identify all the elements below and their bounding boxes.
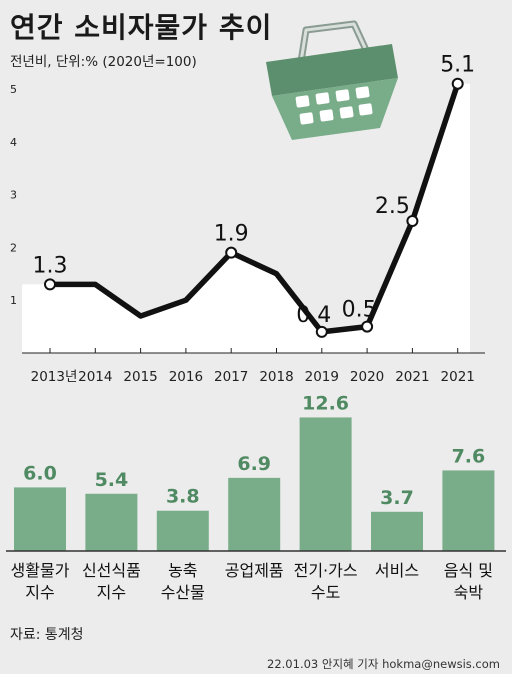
bar-category-label: 지수 <box>25 583 54 602</box>
y-tick-label: 2 <box>10 241 17 254</box>
chart-subtitle: 전년비, 단위:% (2020년=100) <box>10 54 197 70</box>
bar-chart: 6.0 5.4 3.8 6.9 12.6 3.7 7.6 <box>14 392 495 551</box>
bar-category-label: 수도 <box>311 583 340 602</box>
line-point <box>451 77 464 90</box>
credit-line: 22.01.03 안지혜 기자 hokma@newsis.com <box>267 657 500 671</box>
bar-category-label: 공업제품 <box>225 561 284 580</box>
shopping-basket-icon <box>266 20 398 140</box>
x-tick-label: 2020 <box>350 369 384 385</box>
bar-category-label: 숙박 <box>454 583 484 602</box>
x-tick-label: 2018 <box>259 369 293 385</box>
bar-value-label: 12.6 <box>302 392 349 414</box>
line-point <box>315 325 328 338</box>
bar-category-label: 전기·가스 <box>294 561 358 580</box>
bar-value-label: 5.4 <box>95 469 129 491</box>
bar <box>85 493 138 551</box>
line-point <box>225 246 238 259</box>
point-value-label: 5.1 <box>440 53 475 78</box>
cpi-line <box>47 80 461 335</box>
x-tick-label: 2021 <box>441 369 475 385</box>
bar-category-label: 생활물가 <box>11 561 70 580</box>
source-note: 자료: 통계청 <box>10 627 84 643</box>
x-tick-label: 2019 <box>305 369 339 385</box>
bar-category-label: 수산물 <box>161 583 205 602</box>
bar-value-label: 7.6 <box>452 445 486 467</box>
line-points <box>44 77 464 338</box>
bar-value-label: 3.8 <box>166 486 200 508</box>
bar <box>14 487 66 551</box>
bar <box>299 417 352 551</box>
x-axis: 2013년 2014 2015 2016 2017 2018 2019 2020 2021 202… <box>31 348 475 385</box>
bar-category-label: 농축 <box>168 561 197 580</box>
bar-value-label: 6.9 <box>237 453 271 475</box>
bar <box>442 470 495 551</box>
x-tick-label: 2015 <box>123 369 157 385</box>
x-tick-label: 2014 <box>78 369 112 385</box>
bar-value-label: 3.7 <box>380 487 414 509</box>
line-point <box>44 278 56 291</box>
chart-title: 연간 소비자물가 추이 <box>10 11 273 44</box>
x-tick-label: 2016 <box>169 369 203 385</box>
bar <box>371 511 423 551</box>
y-tick-label: 3 <box>10 189 17 202</box>
x-tick-label: 2013년 <box>31 369 78 385</box>
point-value-label: 2.5 <box>375 194 410 219</box>
y-tick-label: 5 <box>10 83 17 96</box>
x-tick-label: 2017 <box>214 369 248 385</box>
bar-value-label: 6.0 <box>23 462 57 484</box>
y-tick-label: 4 <box>10 136 17 149</box>
line-point <box>361 320 374 333</box>
line-chart-panel <box>22 83 470 353</box>
bar-category-label: 지수 <box>97 583 126 602</box>
y-axis: 1 2 3 4 5 <box>10 83 17 307</box>
point-value-label: 0.4 <box>296 303 331 328</box>
point-value-label: 0.5 <box>342 298 377 323</box>
point-value-label: 1.3 <box>33 253 68 278</box>
bar <box>228 477 281 551</box>
bar-category-label: 음식 및 <box>444 561 493 580</box>
line-point <box>406 215 419 227</box>
bar-category-label: 신선식품 <box>82 561 141 580</box>
line-point-labels: 1.3 1.9 0.4 0.5 2.5 5.1 <box>33 53 476 328</box>
bar-category-label: 서비스 <box>375 561 419 580</box>
bar <box>156 510 209 551</box>
point-value-label: 1.9 <box>214 222 249 247</box>
x-tick-label: 2021 <box>395 369 429 385</box>
y-tick-label: 1 <box>10 294 17 307</box>
